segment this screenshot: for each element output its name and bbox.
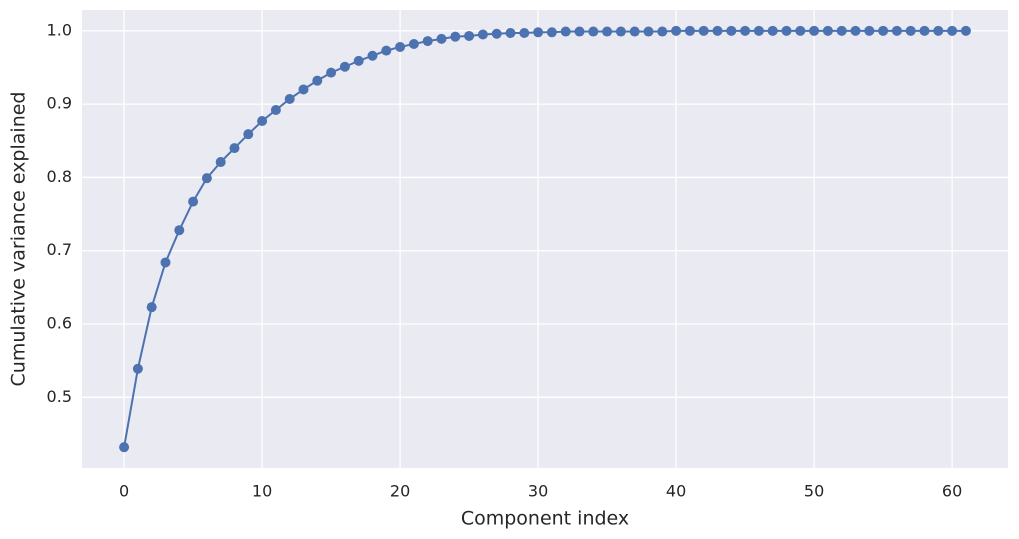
data-point [836, 25, 847, 36]
data-point [809, 25, 820, 36]
data-point [684, 25, 695, 36]
data-point [257, 115, 268, 126]
data-point [574, 26, 585, 37]
data-point [395, 41, 406, 52]
data-point [657, 26, 668, 37]
data-point [726, 25, 737, 36]
data-point [947, 25, 958, 36]
y-tick-label: 0.6 [47, 314, 72, 333]
data-point [602, 26, 613, 37]
data-point [174, 225, 185, 236]
data-point [464, 30, 475, 41]
data-point [891, 25, 902, 36]
data-point [643, 26, 654, 37]
y-tick-label: 0.9 [47, 94, 72, 113]
data-point [919, 25, 930, 36]
data-point [381, 45, 392, 56]
data-point [201, 173, 212, 184]
data-point [822, 25, 833, 36]
x-tick-label: 20 [390, 482, 410, 501]
data-point [408, 39, 419, 50]
y-tick-label: 1.0 [47, 20, 72, 39]
data-point [629, 26, 640, 37]
data-point [712, 25, 723, 36]
x-tick-label: 0 [119, 482, 129, 501]
data-point [546, 27, 557, 38]
data-point [740, 25, 751, 36]
data-point [312, 75, 323, 86]
data-point [132, 363, 143, 374]
y-tick-label: 0.8 [47, 167, 72, 186]
data-point [850, 25, 861, 36]
data-point [450, 31, 461, 42]
data-point [188, 196, 199, 207]
data-point [505, 28, 516, 39]
data-point [795, 25, 806, 36]
data-point [477, 29, 488, 40]
y-tick-label: 0.7 [47, 240, 72, 259]
data-point [243, 129, 254, 140]
x-tick-label: 40 [666, 482, 686, 501]
data-point [215, 157, 226, 168]
data-point [560, 26, 571, 37]
data-point [491, 28, 502, 39]
x-tick-label: 50 [804, 482, 824, 501]
data-point [339, 61, 350, 72]
x-tick-label: 10 [252, 482, 272, 501]
data-point [326, 67, 337, 78]
data-point [119, 442, 130, 453]
x-tick-label: 60 [942, 482, 962, 501]
data-point [960, 25, 971, 36]
data-point [588, 26, 599, 37]
data-point [781, 25, 792, 36]
data-point [284, 93, 295, 104]
data-point [270, 104, 281, 115]
data-point [864, 25, 875, 36]
data-point [519, 28, 530, 39]
x-axis-label: Component index [461, 508, 629, 530]
y-tick-label: 0.5 [47, 387, 72, 406]
data-point [878, 25, 889, 36]
data-point [436, 33, 447, 44]
data-point [933, 25, 944, 36]
data-point [533, 27, 544, 38]
data-point [767, 25, 778, 36]
plot-area [82, 10, 1008, 468]
data-point [146, 302, 157, 313]
data-point [422, 36, 433, 47]
data-point [753, 25, 764, 36]
data-point [353, 55, 364, 66]
data-point [229, 143, 240, 154]
data-point [615, 26, 626, 37]
data-point [298, 84, 309, 95]
data-point [160, 257, 171, 268]
data-point [671, 25, 682, 36]
data-point [698, 25, 709, 36]
y-axis-label: Cumulative variance explained [8, 92, 30, 387]
data-point [367, 50, 378, 61]
x-tick-label: 30 [528, 482, 548, 501]
data-point [905, 25, 916, 36]
